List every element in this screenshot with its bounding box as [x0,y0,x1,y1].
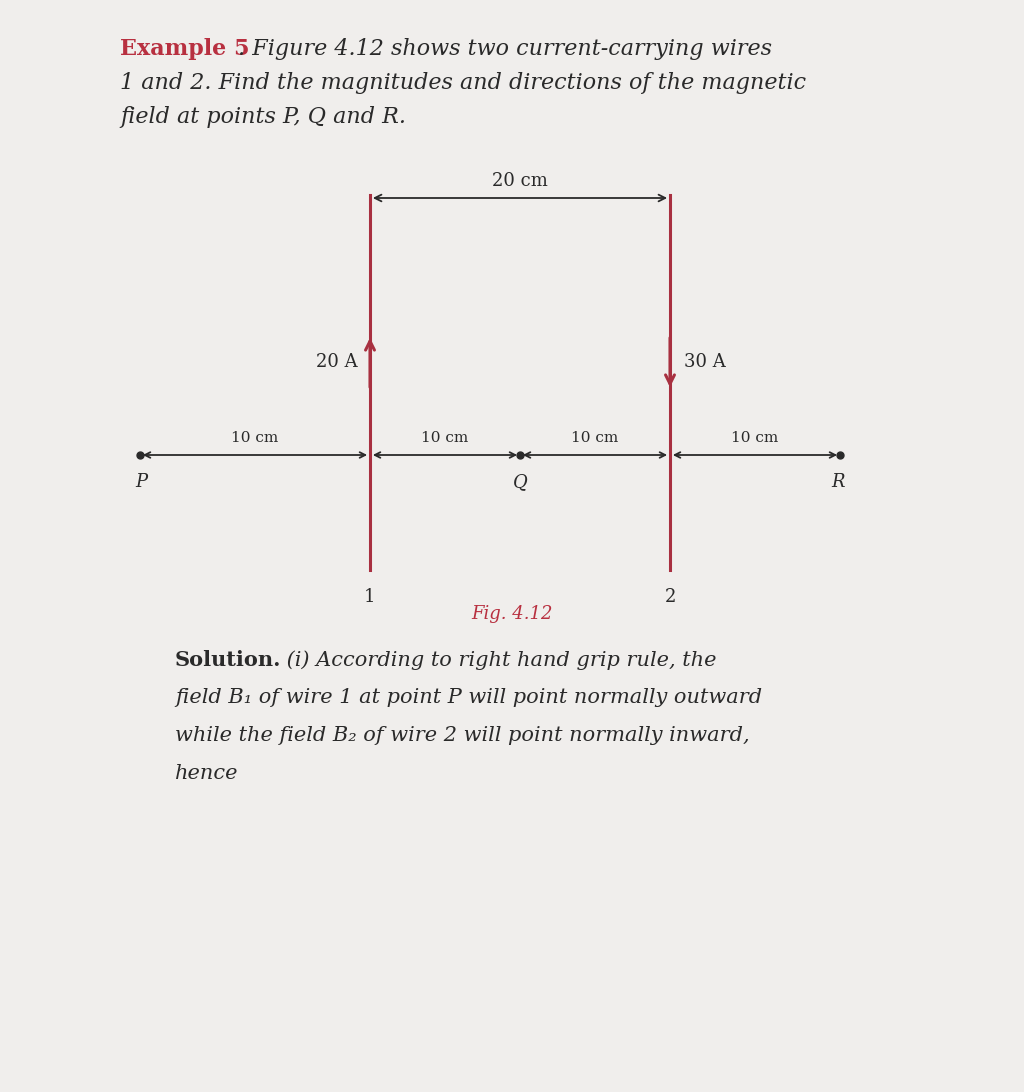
Text: 2: 2 [665,587,676,606]
Text: 1 and 2. Find the magnitudes and directions of the magnetic: 1 and 2. Find the magnitudes and directi… [120,72,806,94]
Text: (i) According to right hand grip rule, the: (i) According to right hand grip rule, t… [280,650,717,669]
Text: Example 5: Example 5 [120,38,250,60]
Text: 30 A: 30 A [684,353,726,371]
Text: 10 cm: 10 cm [571,431,618,446]
Text: 20 A: 20 A [316,353,358,371]
Text: Q: Q [513,473,527,491]
Text: while the field B₂ of wire 2 will point normally inward,: while the field B₂ of wire 2 will point … [175,726,750,745]
Text: 10 cm: 10 cm [231,431,279,446]
Text: hence: hence [175,764,239,783]
Text: 10 cm: 10 cm [731,431,778,446]
Text: field at points P, Q and R.: field at points P, Q and R. [120,106,406,128]
Text: 10 cm: 10 cm [421,431,469,446]
Text: . Figure 4.12 shows two current-carrying wires: . Figure 4.12 shows two current-carrying… [238,38,772,60]
Text: 1: 1 [365,587,376,606]
Text: R: R [831,473,845,491]
Text: field B₁ of wire 1 at point P will point normally outward: field B₁ of wire 1 at point P will point… [175,688,762,707]
Text: Fig. 4.12: Fig. 4.12 [471,605,553,624]
Text: Solution.: Solution. [175,650,282,670]
Text: 20 cm: 20 cm [493,173,548,190]
Text: P: P [135,473,147,491]
